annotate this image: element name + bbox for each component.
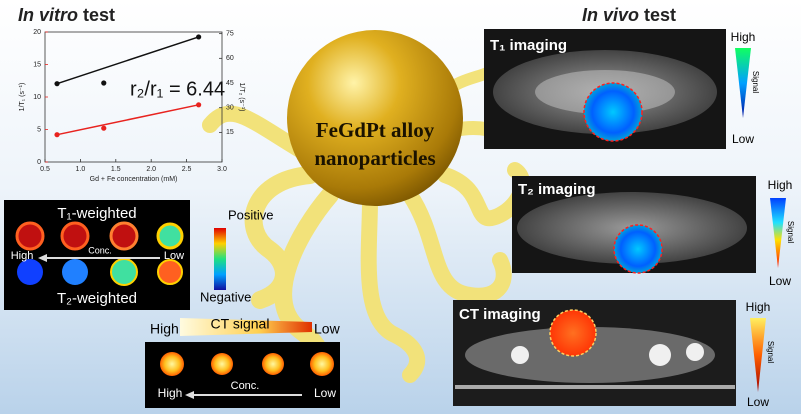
scale-high: High — [746, 300, 771, 314]
y-tick-label: 15 — [33, 61, 41, 68]
tumor-signal — [613, 224, 663, 274]
center-label: nanoparticles — [314, 146, 435, 170]
y-tick-label: 10 — [33, 94, 41, 101]
title-rest: test — [644, 5, 676, 25]
x-tick-label: 1.5 — [111, 166, 121, 173]
y2-tick-label: 30 — [226, 105, 234, 112]
y2-tick-label: 45 — [226, 80, 234, 87]
data-point — [54, 132, 60, 138]
y-tick-label: 5 — [37, 126, 41, 133]
anatomy — [465, 327, 715, 383]
scale-signal: Signal — [786, 221, 795, 243]
conc-label: Conc. — [231, 380, 260, 392]
data-point — [196, 102, 202, 108]
bone — [511, 346, 529, 364]
ct-signal-label: CT signal — [211, 316, 270, 332]
in-vivo-title: In vivo test — [582, 5, 676, 25]
scale-high: High — [731, 30, 756, 44]
tumor-signal — [583, 82, 643, 142]
x-tick-label: 3.0 — [217, 166, 227, 173]
ct-signal-high: High — [150, 321, 179, 337]
tumor-signal — [549, 309, 597, 357]
conc-high: High — [158, 386, 183, 400]
y-axis-label: 1/T₁ (s⁻¹) — [19, 83, 26, 112]
scale-high: High — [768, 178, 793, 192]
x-axis-label: Gd + Fe concentration (mM) — [90, 176, 178, 183]
scale-low: Low — [732, 132, 754, 146]
fit-line — [56, 104, 199, 136]
y-tick-label: 0 — [37, 159, 41, 166]
scale-signal: Signal — [766, 341, 775, 363]
arrow-head — [185, 391, 194, 399]
arrow-head — [38, 254, 47, 262]
title-italic: In vitro — [18, 5, 78, 25]
image-label: CT imaging — [459, 306, 541, 323]
y2-tick-label: 60 — [226, 55, 234, 62]
x-tick-label: 2.5 — [182, 166, 192, 173]
weighted-label: T₁-weighted — [57, 205, 136, 222]
scale-signal: Signal — [751, 71, 760, 93]
color-bar-negative: Negative — [200, 289, 251, 304]
image-label: T₂ imaging — [518, 181, 596, 198]
scale-low: Low — [769, 274, 791, 288]
signal-scale — [750, 318, 766, 392]
x-tick-label: 0.5 — [40, 166, 50, 173]
data-point — [101, 80, 107, 86]
bone — [686, 343, 704, 361]
color-bar-positive: Positive — [228, 207, 274, 222]
y-tick-label: 20 — [33, 29, 41, 36]
in-vitro-title: In vitro test — [18, 5, 115, 25]
center-label: FeGdPt alloy — [316, 118, 435, 142]
ct-phantom — [145, 342, 340, 408]
ct-signal-low: Low — [314, 321, 341, 337]
signal-scale — [735, 48, 751, 118]
conc-low: Low — [164, 250, 184, 262]
y2-tick-label: 75 — [226, 30, 234, 37]
conc-high: High — [11, 250, 34, 262]
annotation: r₂/r₁ = 6.44 — [130, 78, 225, 100]
ct-signal-bar — [180, 318, 312, 336]
conc-label: Conc. — [88, 245, 112, 255]
bone — [649, 344, 671, 366]
fit-line — [56, 36, 199, 85]
y2-axis-label: 1/T₂ (s⁻¹) — [238, 83, 245, 112]
phantom-wells — [160, 352, 334, 376]
phantom-wells — [15, 221, 184, 286]
mri-phantom — [4, 200, 190, 310]
color-bar — [214, 228, 226, 290]
data-point — [101, 125, 107, 131]
x-tick-label: 2.0 — [146, 166, 156, 173]
nanoparticle-sphere — [287, 30, 463, 206]
image-label: T₁ imaging — [490, 37, 567, 54]
weighted-label: T₂-weighted — [57, 290, 137, 307]
data-point — [196, 34, 202, 40]
signal-scale — [770, 198, 786, 268]
x-tick-label: 1.0 — [76, 166, 86, 173]
conc-low: Low — [314, 386, 336, 400]
data-point — [54, 81, 60, 87]
scale-low: Low — [747, 395, 769, 409]
title-italic: In vivo — [582, 5, 639, 25]
inset-chart: 0.5 1.0 1.5 2.0 2.5 3.0 0 5 10 15 20 15 30 45 60 75 Gd +… — [19, 29, 245, 183]
y2-tick-label: 15 — [226, 129, 234, 136]
title-rest: test — [83, 5, 115, 25]
table — [455, 385, 735, 389]
